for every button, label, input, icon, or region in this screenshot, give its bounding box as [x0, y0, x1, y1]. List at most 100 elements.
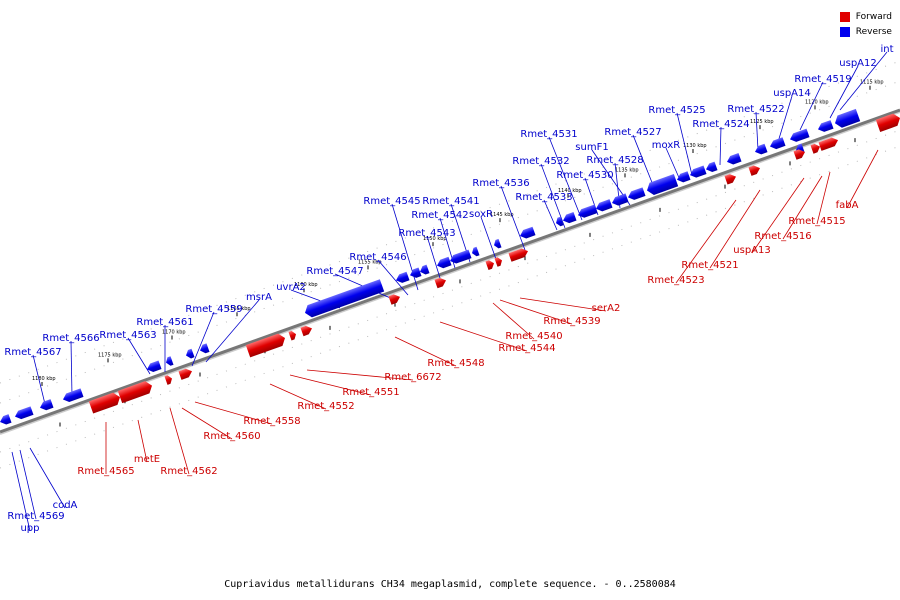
tick-label: 1165 kbp — [227, 306, 251, 312]
forward-gene-glyph — [117, 381, 152, 404]
leader-line — [289, 374, 372, 396]
tick-label: 1145 kbp — [490, 212, 514, 218]
legend-reverse-label: Reverse — [855, 26, 892, 37]
forward-gene-glyph — [388, 294, 401, 305]
leader-line — [548, 136, 583, 221]
leader-line — [499, 299, 573, 325]
gene-label-rmet-4521: Rmet_4521 — [681, 260, 738, 271]
reverse-gene-glyph — [63, 388, 84, 403]
gene-shape — [396, 271, 410, 283]
gene-shape — [117, 381, 152, 404]
leader-line — [306, 369, 414, 381]
gene-label-rmet-4532: Rmet_4532 — [512, 156, 569, 167]
gene-shape — [15, 406, 34, 420]
gene-label-rmet-4546: Rmet_4546 — [349, 252, 406, 263]
gene-shape — [793, 149, 806, 160]
gene-label-rmet-4563: Rmet_4563 — [99, 330, 156, 341]
gene-shape — [494, 257, 503, 267]
leader-line — [519, 297, 607, 312]
gene-label-rmet-4536: Rmet_4536 — [472, 178, 529, 189]
gene-shape — [770, 137, 786, 150]
tick-label: 1115 kbp — [860, 80, 884, 86]
reverse-gene-glyph — [40, 399, 54, 411]
gene-shape — [508, 248, 528, 262]
gene-label-rmet-4558: Rmet_4558 — [243, 416, 300, 427]
gene-label-rmet-4544: Rmet_4544 — [498, 343, 555, 354]
reverse-gene-glyph — [437, 256, 452, 269]
gene-shape — [40, 399, 54, 411]
gene-label-rmet-4519: Rmet_4519 — [794, 74, 851, 85]
gene-label-msra: msrA — [246, 292, 272, 303]
leader-line — [480, 216, 498, 263]
gene-shape — [288, 330, 297, 341]
forward-gene-glyph — [748, 165, 761, 176]
reverse-swatch-icon — [839, 26, 850, 37]
gene-label-mete: metE — [134, 454, 160, 465]
gene-label-rmet-4569: Rmet_4569 — [7, 511, 64, 522]
gene-shape — [835, 108, 861, 128]
gene-shape — [563, 212, 577, 224]
guide-row-3 — [0, 129, 900, 453]
gene-label-rmet-4565: Rmet_4565 — [77, 466, 134, 477]
gene-label-uspa13: uspA13 — [733, 245, 770, 256]
leader-line — [194, 401, 273, 425]
gene-shape — [724, 174, 737, 185]
backbone-shadow — [0, 111, 900, 435]
leader-line — [719, 126, 722, 166]
gene-shape — [434, 277, 447, 289]
gene-label-soxr: soxR — [469, 209, 493, 220]
leader-line — [29, 447, 66, 509]
gene-label-rmet-4542: Rmet_4542 — [411, 210, 468, 221]
leader-line — [127, 337, 151, 375]
reverse-gene-glyph — [520, 226, 536, 239]
gene-shape — [647, 174, 679, 195]
gene-label-sumf1: sumF1 — [575, 142, 608, 153]
gene-shape — [472, 246, 480, 257]
forward-gene-glyph — [485, 260, 494, 270]
leader-line — [632, 134, 656, 191]
leader-line — [32, 354, 46, 405]
gene-label-rmet-4551: Rmet_4551 — [342, 387, 399, 398]
gene-shape — [166, 356, 174, 366]
reverse-gene-glyph — [727, 153, 742, 165]
gene-shape — [690, 165, 707, 178]
gene-shape — [305, 279, 385, 318]
gene-label-rmet-4548: Rmet_4548 — [427, 358, 484, 369]
gene-label-rmet-4524: Rmet_4524 — [692, 119, 749, 130]
tick-label: 1130 kbp — [683, 143, 707, 149]
tick-label: 1135 kbp — [615, 167, 639, 173]
gene-label-rmet-4515: Rmet_4515 — [788, 216, 845, 227]
gene-label-int: int — [880, 44, 893, 55]
leader-line — [205, 299, 260, 363]
leader-line — [181, 407, 233, 440]
reverse-gene-glyph — [835, 108, 861, 128]
reverse-gene-glyph — [494, 238, 502, 249]
gene-label-rmet-4561: Rmet_4561 — [136, 317, 193, 328]
reverse-gene-glyph — [612, 193, 629, 206]
gene-label-rmet-4545: Rmet_4545 — [363, 196, 420, 207]
leader-line — [777, 95, 793, 143]
gene-shape — [63, 388, 84, 403]
gene-shape — [0, 414, 12, 425]
leader-line — [426, 235, 441, 279]
tick-label: 1150 kbp — [423, 236, 447, 242]
leader-line — [19, 449, 37, 520]
gene-shape — [88, 392, 121, 414]
reverse-gene-glyph — [0, 414, 12, 425]
gene-shape — [818, 137, 838, 151]
gene-label-coda: codA — [53, 500, 78, 511]
leader-line — [540, 163, 566, 229]
reverse-gene-glyph — [578, 204, 598, 218]
gene-shape — [520, 226, 536, 239]
gene-label-rmet-4562: Rmet_4562 — [160, 466, 217, 477]
gene-shape — [578, 204, 598, 218]
tick-label: 1170 kbp — [162, 329, 186, 335]
leader-line — [137, 419, 148, 463]
tick-label: 1125 kbp — [750, 119, 774, 125]
leader-line — [169, 407, 190, 475]
tick-label: 1120 kbp — [805, 99, 829, 105]
gene-label-rmet-4525: Rmet_4525 — [648, 105, 705, 116]
legend: Forward Reverse — [839, 9, 892, 39]
forward-gene-glyph — [875, 113, 900, 132]
gene-shape — [875, 113, 900, 132]
